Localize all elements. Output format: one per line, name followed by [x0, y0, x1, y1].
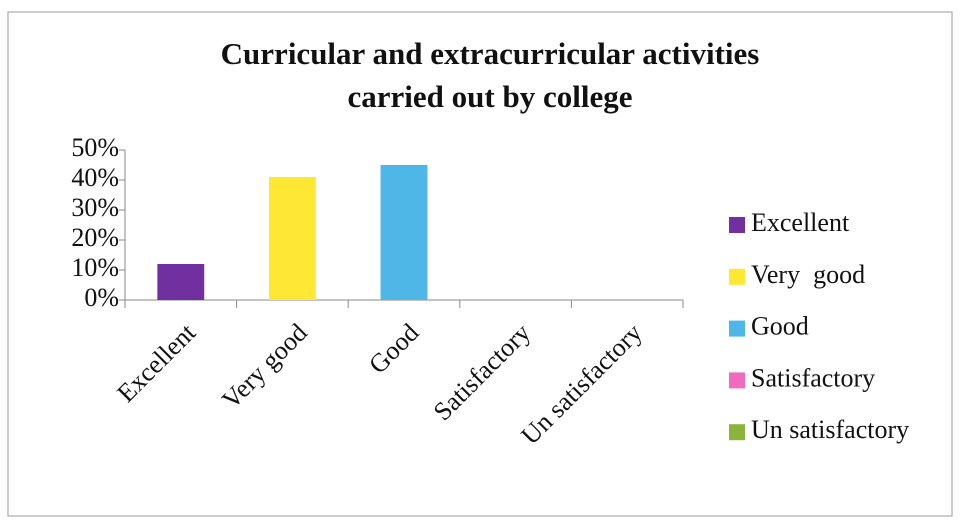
y-tick-label: 40% — [71, 163, 119, 192]
legend-swatch — [729, 424, 745, 441]
y-tick-label: 20% — [71, 223, 119, 252]
y-tick-label: 10% — [71, 253, 119, 282]
legend-label: Satisfactory — [751, 363, 875, 392]
y-tick-label: 0% — [84, 283, 119, 312]
legend-swatch — [729, 320, 745, 337]
legend-label: Very good — [751, 260, 865, 289]
bar — [157, 264, 205, 300]
y-tick-label: 50% — [71, 133, 119, 162]
chart-subtitle: carried out by college — [348, 79, 633, 114]
legend-swatch — [729, 268, 745, 285]
legend-label: Excellent — [751, 208, 850, 237]
y-tick-label: 30% — [71, 193, 119, 222]
chart-title: Curricular and extracurricular activitie… — [221, 36, 760, 71]
bar — [380, 165, 428, 300]
legend-swatch — [729, 372, 745, 389]
bar — [268, 177, 316, 300]
legend-swatch — [729, 217, 745, 233]
legend-label: Un satisfactory — [751, 415, 909, 444]
legend-label: Good — [751, 312, 809, 341]
